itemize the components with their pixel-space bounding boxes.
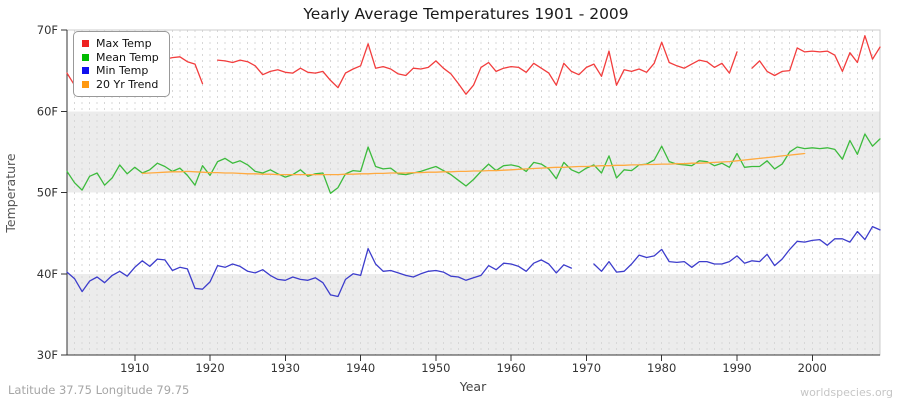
plot-band	[67, 273, 880, 355]
mean-temp-swatch-icon	[82, 53, 89, 61]
legend-item-20yr-trend: 20 Yr Trend	[82, 78, 159, 92]
x-tick-label: 1990	[722, 361, 751, 375]
min-temp-swatch-icon	[82, 67, 89, 75]
series-line-mean-temp	[66, 133, 881, 194]
max-temp-swatch-icon	[82, 40, 89, 48]
series-line-20-yr-trend	[141, 152, 806, 176]
x-tick-label: 1920	[195, 361, 224, 375]
x-tick-label: 1970	[572, 361, 601, 375]
plot-band	[67, 192, 880, 274]
y-tick-label: 50F	[37, 186, 58, 200]
x-tick-label: 2000	[798, 361, 827, 375]
series-line-min-temp	[66, 225, 881, 298]
legend-label: Max Temp	[96, 37, 152, 50]
x-tick-label: 1960	[496, 361, 525, 375]
y-axis-title: Temperature	[3, 153, 18, 233]
legend-item-min-temp: Min Temp	[82, 64, 159, 78]
x-tick-label: 1910	[120, 361, 149, 375]
y-tick-label: 30F	[37, 348, 58, 362]
legend-item-mean-temp: Mean Temp	[82, 51, 159, 65]
y-tick-label: 40F	[37, 267, 58, 281]
legend-label: Mean Temp	[96, 50, 159, 64]
legend-item-max-temp: Max Temp	[82, 37, 159, 51]
footer-coordinates: Latitude 37.75 Longitude 79.75	[8, 383, 189, 397]
x-tick-label: 1950	[421, 361, 450, 375]
legend-label: Min Temp	[96, 64, 149, 77]
x-tick-label: 1980	[647, 361, 676, 375]
x-tick-label: 1930	[271, 361, 300, 375]
y-tick-label: 70F	[37, 23, 58, 37]
chart-title: Yearly Average Temperatures 1901 - 2009	[302, 5, 628, 23]
footer-watermark: worldspecies.org	[800, 386, 893, 399]
axis-ticks: 70F 60F 50F 40F 30F 1910 1920 1930 1940 1950 1960 1…	[37, 23, 827, 375]
trend-swatch-icon	[82, 80, 89, 88]
legend: Max Temp Mean Temp Min Temp 20 Yr Trend	[73, 31, 170, 97]
x-axis-title: Year	[459, 379, 487, 394]
legend-label: 20 Yr Trend	[96, 77, 159, 91]
y-tick-label: 60F	[37, 104, 58, 118]
x-tick-label: 1940	[346, 361, 375, 375]
